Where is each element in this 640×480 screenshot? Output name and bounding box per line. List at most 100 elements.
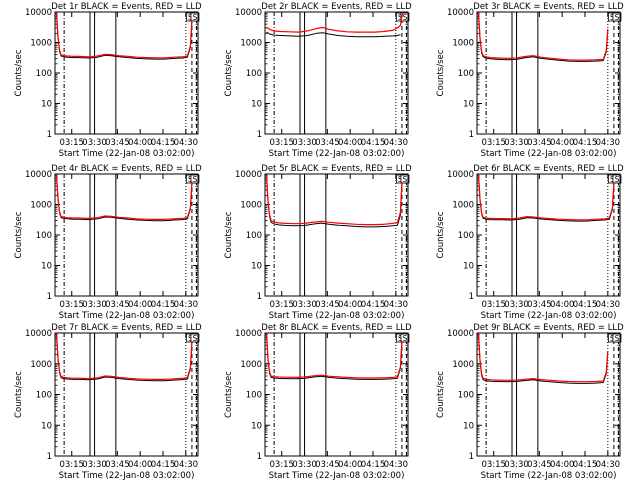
y-tick-label: 1 — [257, 292, 262, 302]
y-tick-label: 1 — [469, 292, 474, 302]
plot-frame — [264, 173, 409, 297]
panel-title: Det 6r BLACK = Events, RED = LLD — [473, 164, 624, 174]
x-tick-label: 03:15 — [481, 138, 506, 148]
y-axis-label: Counts/sec — [436, 49, 446, 96]
y-tick-label: 100 — [246, 391, 262, 401]
corner-mark: S — [610, 334, 615, 343]
y-axis-label: Counts/sec — [224, 211, 234, 258]
corner-mark-box — [190, 12, 200, 22]
corner-mark-box — [400, 12, 410, 22]
y-tick-label: 10 — [251, 421, 262, 431]
x-tick-label: 03:15 — [59, 138, 84, 148]
x-tick-label: 03:30 — [82, 138, 107, 148]
x-tick-label: 03:45 — [105, 300, 130, 310]
series-lld — [477, 173, 615, 221]
series-lld — [477, 332, 609, 383]
y-tick-label: 1 — [257, 130, 262, 140]
corner-mark-box — [190, 333, 200, 343]
x-tick-label: 04:15 — [361, 300, 386, 310]
x-tick-label: 03:45 — [315, 300, 340, 310]
x-axis-label: Start Time (22-Jan-08 03:02:00) — [269, 149, 405, 159]
y-tick-label: 10000 — [447, 329, 474, 339]
y-tick-label: 10000 — [447, 8, 474, 18]
x-tick-label: 04:00 — [550, 138, 575, 148]
y-tick-label: 10000 — [25, 170, 52, 180]
corner-mark: S — [193, 13, 198, 22]
y-tick-label: 100 — [36, 231, 52, 241]
x-tick-label: 04:00 — [128, 460, 153, 470]
x-tick-label: 03:30 — [292, 300, 317, 310]
y-axis-label: Counts/sec — [14, 211, 24, 258]
y-tick-label: 1000 — [240, 201, 262, 211]
x-tick-label: 03:45 — [315, 138, 340, 148]
corner-mark: S — [188, 334, 193, 343]
y-tick-label: 1 — [257, 452, 262, 462]
plot-frame — [476, 11, 621, 135]
y-axis-label: Counts/sec — [14, 49, 24, 96]
corner-mark: S — [615, 334, 620, 343]
x-tick-label: 04:30 — [384, 300, 409, 310]
y-tick-label: 10 — [463, 262, 474, 272]
panel-4: Det 4r BLACK = Events, RED = LLD Counts/s… — [14, 164, 202, 321]
series-events — [478, 173, 615, 222]
y-tick-label: 10000 — [447, 170, 474, 180]
series-lld — [265, 173, 403, 226]
y-tick-label: 1 — [47, 130, 52, 140]
y-tick-label: 1 — [47, 452, 52, 462]
x-axis-label: Start Time (22-Jan-08 03:02:00) — [269, 471, 405, 480]
series-lld — [266, 11, 404, 33]
y-tick-label: 100 — [458, 391, 474, 401]
panel-1: Det 1r BLACK = Events, RED = LLD Counts/s… — [14, 2, 202, 159]
x-tick-label: 04:00 — [550, 300, 575, 310]
y-tick-label: 1000 — [30, 201, 52, 211]
corner-mark-box — [612, 333, 622, 343]
corner-mark-box — [400, 333, 410, 343]
x-tick-label: 04:00 — [128, 300, 153, 310]
x-tick-label: 04:15 — [573, 460, 598, 470]
y-tick-label: 1000 — [30, 39, 52, 49]
y-tick-label: 100 — [458, 231, 474, 241]
x-axis-label: Start Time (22-Jan-08 03:02:00) — [481, 149, 617, 159]
corner-mark: S — [193, 334, 198, 343]
x-tick-label: 03:15 — [269, 300, 294, 310]
panel-8: Det 8r BLACK = Events, RED = LLD Counts/s… — [224, 323, 412, 480]
y-tick-label: 10 — [41, 262, 52, 272]
corner-mark-box — [190, 174, 200, 184]
x-tick-label: 03:45 — [527, 460, 552, 470]
x-tick-label: 03:30 — [504, 138, 529, 148]
x-tick-label: 04:30 — [596, 138, 621, 148]
x-tick-label: 04:30 — [596, 460, 621, 470]
corner-mark-box — [612, 174, 622, 184]
x-axis-label: Start Time (22-Jan-08 03:02:00) — [269, 311, 405, 321]
y-tick-label: 100 — [246, 69, 262, 79]
series-events — [266, 332, 403, 380]
y-tick-label: 100 — [246, 231, 262, 241]
y-tick-label: 1 — [47, 292, 52, 302]
plot-frame — [54, 173, 199, 297]
series-lld — [477, 11, 609, 61]
panel-title: Det 8r BLACK = Events, RED = LLD — [261, 323, 412, 333]
x-tick-label: 04:15 — [151, 138, 176, 148]
x-tick-label: 03:45 — [527, 300, 552, 310]
x-tick-label: 03:15 — [269, 460, 294, 470]
x-tick-label: 03:30 — [504, 460, 529, 470]
series-events — [266, 173, 403, 228]
panel-title: Det 7r BLACK = Events, RED = LLD — [51, 323, 202, 333]
corner-mark: S — [403, 334, 408, 343]
panel-title: Det 9r BLACK = Events, RED = LLD — [473, 323, 624, 333]
x-tick-label: 03:15 — [481, 460, 506, 470]
x-tick-label: 04:15 — [151, 300, 176, 310]
panel-7: Det 7r BLACK = Events, RED = LLD Counts/s… — [14, 323, 202, 480]
x-axis-label: Start Time (22-Jan-08 03:02:00) — [59, 471, 195, 480]
y-tick-label: 10000 — [25, 329, 52, 339]
x-tick-label: 04:15 — [361, 138, 386, 148]
series-events — [56, 173, 193, 222]
series-lld — [265, 332, 403, 379]
panel-9: Det 9r BLACK = Events, RED = LLD Counts/s… — [436, 323, 624, 480]
y-tick-label: 1000 — [452, 360, 474, 370]
y-tick-label: 10 — [41, 421, 52, 431]
x-tick-label: 04:30 — [596, 300, 621, 310]
y-tick-label: 100 — [36, 391, 52, 401]
x-tick-label: 04:00 — [338, 460, 363, 470]
